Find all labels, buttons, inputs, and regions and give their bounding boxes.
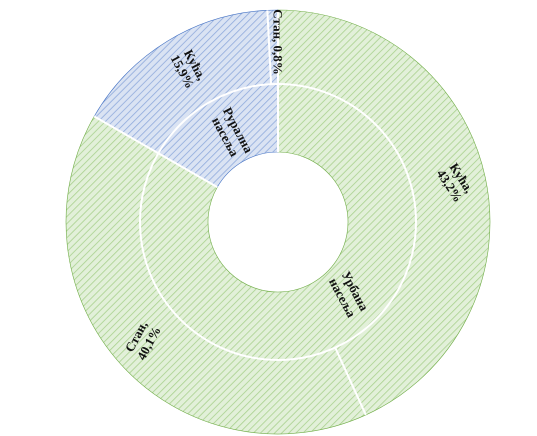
ring-boundary	[139, 83, 417, 361]
slice-separator	[157, 152, 218, 188]
slice-separator	[93, 115, 159, 155]
slice-separator	[334, 347, 367, 416]
slice-separator	[266, 10, 273, 85]
rings	[65, 9, 491, 435]
outer-label-3: Стан, 0,8%	[270, 9, 285, 75]
